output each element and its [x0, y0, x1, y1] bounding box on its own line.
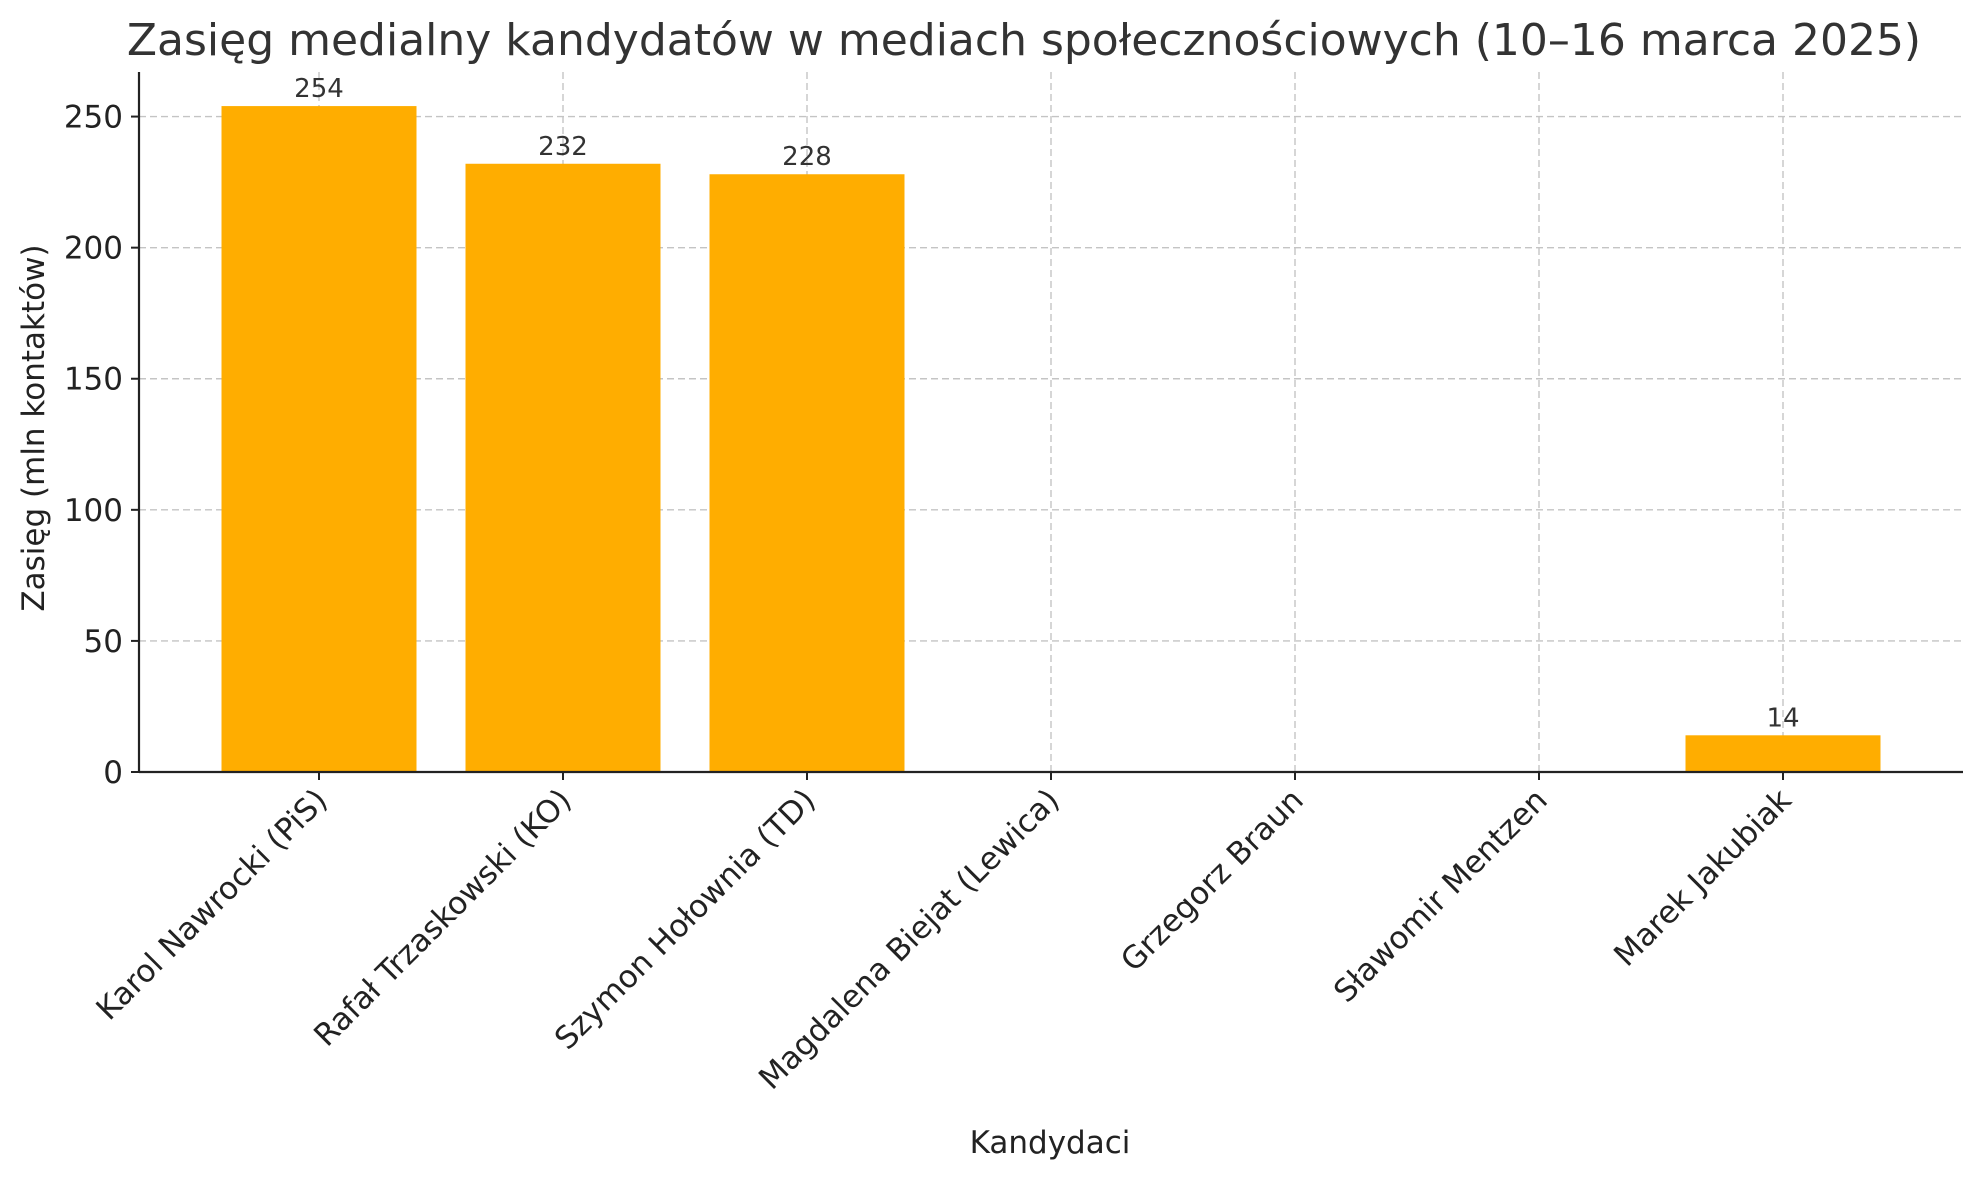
bar [1685, 735, 1881, 772]
y-tick-label: 100 [64, 493, 123, 529]
x-tick-label: Sławomir Mentzen [1327, 782, 1555, 1010]
y-tick-label: 150 [64, 362, 123, 398]
axes [131, 72, 1963, 780]
bar-value-label: 14 [1766, 703, 1799, 733]
bars [221, 106, 1881, 772]
x-tick-label: Rafał Trzaskowski (KO) [307, 782, 578, 1053]
x-tick-label: Marek Jakubiak [1607, 782, 1798, 973]
y-tick-label: 50 [84, 624, 123, 660]
x-tick-label: Szymon Hołownia (TD) [548, 782, 823, 1057]
bar [465, 163, 661, 772]
y-tick-label: 250 [64, 100, 123, 136]
y-tick-label: 0 [103, 755, 123, 791]
x-tick-label: Grzegorz Braun [1114, 782, 1311, 979]
y-axis-label: Zasięg (mln kontaktów) [16, 244, 52, 611]
chart-title: Zasięg medialny kandydatów w mediach spo… [127, 15, 1921, 66]
bar-value-label: 254 [294, 74, 344, 104]
bar [709, 174, 905, 772]
x-axis-label: Kandydaci [970, 1125, 1131, 1161]
bar-value-label: 232 [538, 132, 588, 162]
bar [221, 106, 417, 772]
x-tick-label: Karol Nawrocki (PiS) [89, 782, 334, 1027]
bar-value-label: 228 [782, 142, 832, 172]
y-tick-label: 200 [64, 231, 123, 267]
